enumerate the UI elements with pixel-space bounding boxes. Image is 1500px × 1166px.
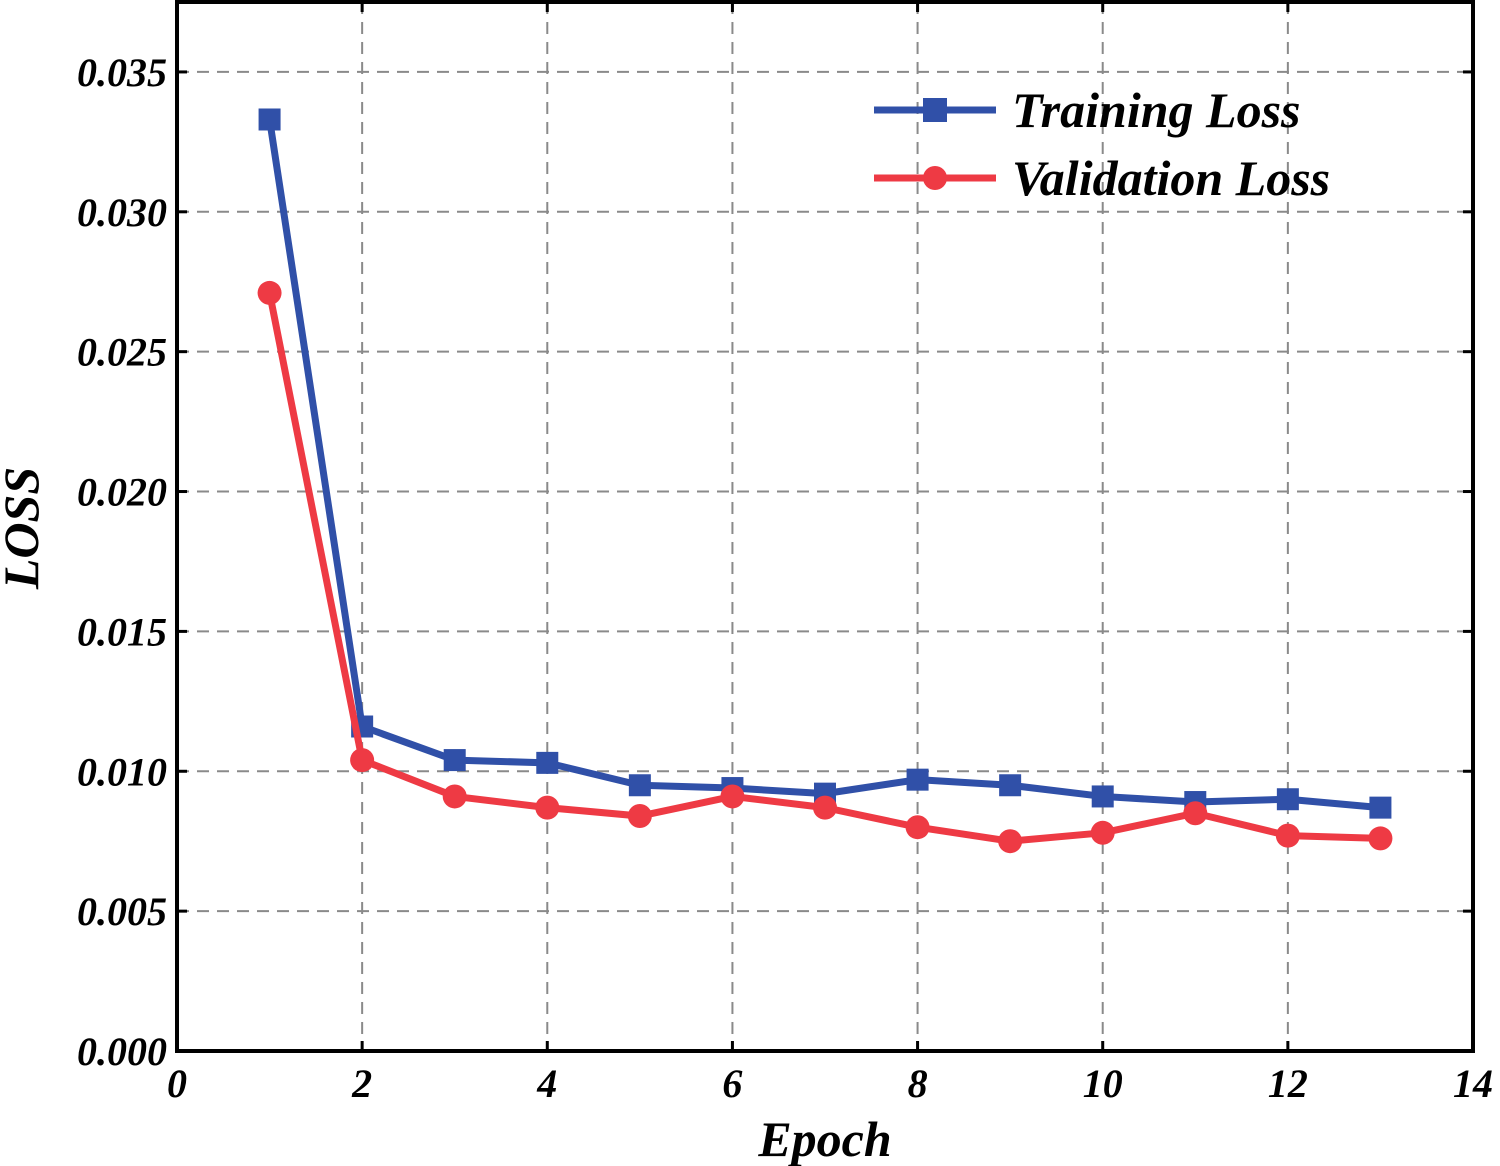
validation-loss-point	[1090, 820, 1115, 845]
x-tick-label: 2	[351, 1061, 372, 1106]
x-tick-label: 4	[536, 1061, 557, 1106]
training-loss-point	[906, 768, 929, 791]
legend-label-validation-loss: Validation Loss	[1012, 150, 1330, 206]
training-loss-point	[443, 749, 466, 772]
validation-loss-point	[905, 815, 930, 840]
grid-lines	[177, 2, 1473, 1051]
validation-loss-point	[257, 280, 282, 305]
training-loss-point	[536, 751, 559, 774]
x-tick-labels: 0 2 4 6 8 10 12 14	[167, 1061, 1493, 1106]
y-tick-label: 0.035	[77, 50, 167, 95]
training-loss-point	[628, 774, 651, 797]
training-loss-line	[266, 118, 1381, 812]
legend: Training Loss Validation Loss	[874, 82, 1330, 206]
y-tick-labels: 0.000 0.005 0.010 0.015 0.020 0.025 0.030 0.035	[77, 50, 167, 1074]
y-axis-title: LOSS	[0, 467, 49, 590]
training-loss-point	[1369, 796, 1392, 819]
validation-loss-point	[1368, 826, 1393, 851]
validation-loss-line	[266, 292, 1381, 845]
x-tick-label: 6	[722, 1061, 742, 1106]
validation-loss-point	[1275, 823, 1300, 848]
legend-item-training-loss: Training Loss	[874, 82, 1301, 138]
validation-loss-point	[813, 795, 837, 820]
plot-frame	[175, 0, 1475, 1053]
validation-loss-point	[535, 795, 560, 820]
y-tick-label: 0.005	[77, 889, 167, 934]
legend-label-training-loss: Training Loss	[1012, 82, 1301, 138]
validation-loss-point	[1183, 801, 1208, 826]
y-tick-label: 0.030	[77, 190, 167, 235]
x-tick-label: 8	[908, 1061, 928, 1106]
x-tick-label: 0	[167, 1061, 187, 1106]
legend-item-validation-loss: Validation Loss	[874, 150, 1330, 206]
training-loss-point	[1276, 788, 1299, 811]
y-tick-label: 0.020	[77, 470, 167, 515]
validation-loss-point	[350, 748, 375, 773]
y-tick-label: 0.010	[77, 749, 167, 794]
y-tick-label: 0.015	[77, 609, 167, 654]
x-tick-label: 14	[1453, 1061, 1493, 1106]
x-axis-title: Epoch	[757, 1111, 891, 1166]
y-tick-label: 0.000	[77, 1029, 167, 1074]
validation-loss-point	[720, 784, 745, 809]
training-loss-point	[258, 108, 281, 131]
x-tick-label: 12	[1268, 1061, 1308, 1106]
legend-marker-validation-loss	[923, 166, 947, 190]
training-loss-point	[1091, 785, 1114, 808]
legend-marker-training-loss	[923, 98, 947, 122]
x-tick-label: 10	[1083, 1061, 1123, 1106]
training-loss-series	[258, 108, 1392, 819]
series-layer	[257, 108, 1393, 854]
validation-loss-series	[257, 280, 1393, 854]
validation-loss-point	[442, 784, 467, 809]
validation-loss-point	[998, 829, 1023, 854]
y-tick-label: 0.025	[77, 330, 167, 375]
training-loss-point	[999, 774, 1022, 797]
validation-loss-point	[627, 804, 652, 829]
